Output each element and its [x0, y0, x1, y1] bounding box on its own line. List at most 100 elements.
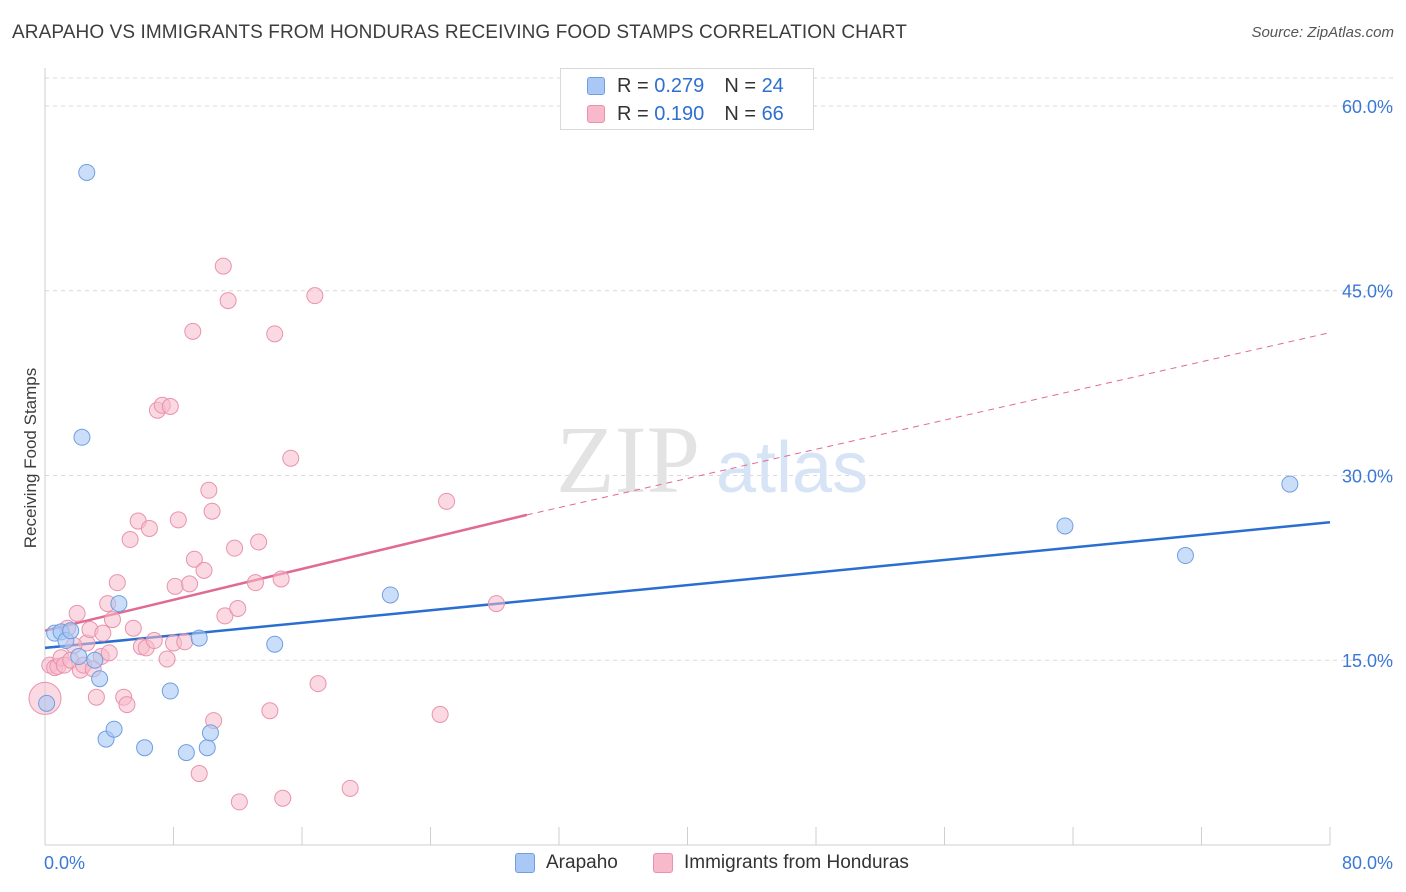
x-tick-label: 80.0% — [1342, 853, 1393, 873]
legend-item-arapaho[interactable]: Arapaho — [515, 852, 618, 874]
chart-title: ARAPAHO VS IMMIGRANTS FROM HONDURAS RECE… — [12, 22, 907, 43]
grid-lines — [45, 77, 1395, 661]
arapaho-point — [110, 595, 128, 613]
arapaho-swatch — [587, 77, 605, 95]
arapaho-point — [198, 739, 216, 757]
honduras-point — [103, 611, 121, 629]
arapaho-legend-swatch — [515, 853, 535, 873]
honduras-swatch — [587, 105, 605, 123]
arapaho-point — [1281, 475, 1299, 493]
y-axis-label: Receiving Food Stamps — [21, 368, 40, 548]
honduras-point — [230, 793, 248, 811]
arapaho-point — [62, 622, 80, 640]
arapaho-point — [70, 648, 88, 666]
honduras-point — [229, 600, 247, 618]
y-tick-label: 45.0% — [1342, 282, 1393, 302]
arapaho-point — [201, 724, 219, 742]
arapaho-point — [177, 744, 195, 762]
honduras-point — [185, 550, 203, 568]
n-value: 66 — [761, 102, 784, 125]
watermark-zip: ZIP — [556, 406, 700, 513]
honduras-point — [176, 633, 194, 651]
honduras-point — [341, 779, 359, 797]
honduras-point — [306, 287, 324, 305]
y-tick-label: 15.0% — [1342, 651, 1393, 671]
honduras-point — [282, 449, 300, 467]
y-tick-labels: 15.0% 30.0% 45.0% 60.0% — [1342, 97, 1393, 671]
honduras-point — [272, 570, 290, 588]
data-points — [28, 163, 1299, 811]
stats-legend-row-honduras: R = 0.190 N = 66 — [587, 102, 784, 126]
n-label: N = — [724, 74, 756, 97]
honduras-point — [274, 789, 292, 807]
chart-source: Source: ZipAtlas.com — [1251, 24, 1394, 41]
watermark-atlas: atlas — [716, 428, 868, 508]
honduras-point — [250, 533, 268, 551]
honduras-point — [166, 577, 184, 595]
legend-label-honduras: Immigrants from Honduras — [684, 852, 909, 873]
r-label: R = — [617, 102, 649, 125]
arapaho-point — [1056, 517, 1074, 535]
arapaho-point — [38, 694, 56, 712]
series-legend: Arapaho Immigrants from Honduras — [0, 852, 1406, 878]
honduras-point — [203, 502, 221, 520]
arapaho-point — [190, 629, 208, 647]
honduras-point — [216, 607, 234, 625]
honduras-legend-swatch — [653, 853, 673, 873]
honduras-point — [158, 650, 176, 668]
honduras-point — [124, 619, 142, 637]
arapaho-point — [91, 670, 109, 688]
x-tick-labels: 0.0% 80.0% — [44, 853, 1393, 873]
honduras-point — [438, 492, 456, 510]
honduras-point — [140, 519, 158, 537]
x-tick-label: 0.0% — [44, 853, 85, 873]
honduras-point — [266, 325, 284, 343]
honduras-point — [118, 696, 136, 714]
r-label: R = — [617, 74, 649, 97]
honduras-point — [87, 688, 105, 706]
stats-legend: R = 0.279 N = 24 R = 0.190 N = 66 — [560, 68, 814, 130]
honduras-point — [108, 574, 126, 592]
r-value: 0.190 — [654, 102, 705, 125]
arapaho-point — [381, 586, 399, 604]
arapaho-point — [105, 720, 123, 738]
arapaho-point — [136, 739, 154, 757]
honduras-point — [181, 575, 199, 593]
honduras-point — [214, 257, 232, 275]
arapaho-trend-line — [44, 521, 1331, 650]
honduras-point — [68, 604, 86, 622]
honduras-point — [431, 705, 449, 723]
honduras-point — [121, 531, 139, 549]
axes — [44, 68, 1331, 846]
stats-legend-row-arapaho: R = 0.279 N = 24 — [587, 74, 784, 98]
arapaho-point — [86, 651, 104, 669]
honduras-point — [94, 624, 112, 642]
y-tick-label: 30.0% — [1342, 466, 1393, 486]
n-value: 24 — [761, 74, 784, 97]
arapaho-point — [266, 635, 284, 653]
honduras-point — [190, 765, 208, 783]
honduras-point — [219, 292, 237, 310]
honduras-point — [145, 632, 163, 650]
honduras-trend-extension — [526, 332, 1331, 516]
y-tick-label: 60.0% — [1342, 97, 1393, 117]
legend-item-honduras[interactable]: Immigrants from Honduras — [653, 852, 909, 874]
honduras-point — [169, 511, 187, 529]
honduras-point — [184, 322, 202, 340]
honduras-point — [195, 561, 213, 579]
honduras-point — [226, 539, 244, 557]
r-value: 0.279 — [654, 74, 705, 97]
honduras-point — [246, 574, 264, 592]
honduras-point — [161, 398, 179, 416]
honduras-point — [487, 595, 505, 613]
honduras-point — [261, 702, 279, 720]
arapaho-point — [161, 682, 179, 700]
arapaho-point — [73, 428, 91, 446]
honduras-point — [100, 644, 118, 662]
honduras-point — [309, 675, 327, 693]
arapaho-point — [1176, 547, 1194, 565]
n-label: N = — [724, 102, 756, 125]
legend-label-arapaho: Arapaho — [546, 852, 618, 873]
watermark: ZIP atlas — [556, 406, 868, 513]
